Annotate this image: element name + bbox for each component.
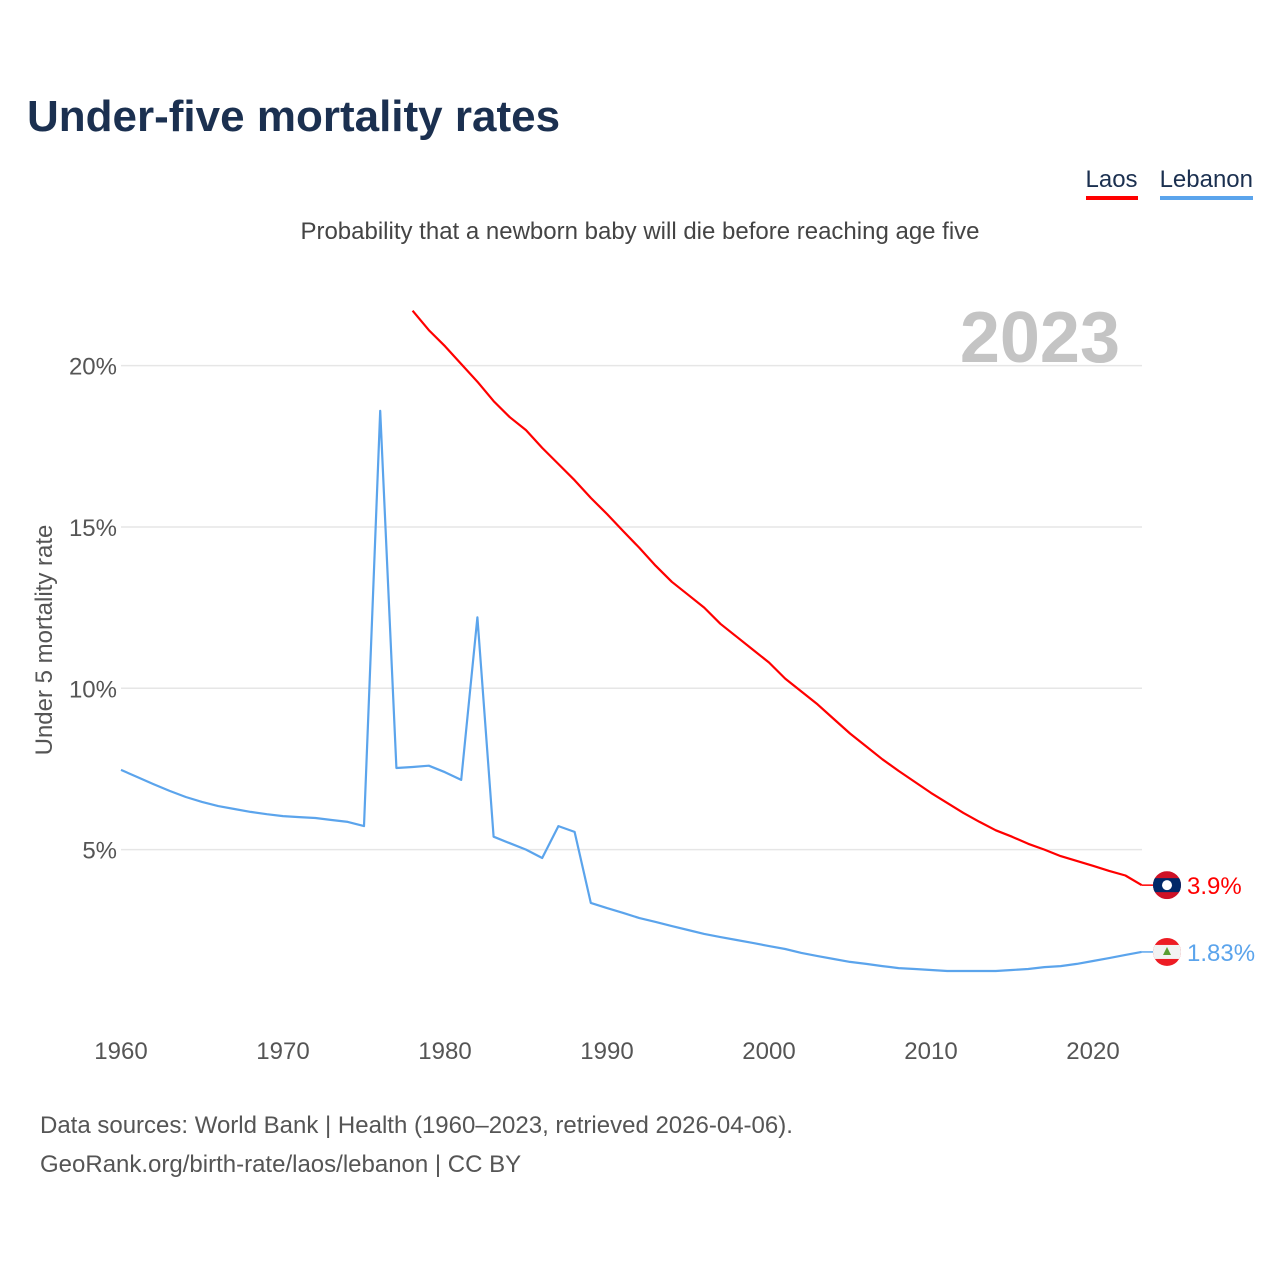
- x-tick-label: 2010: [904, 1038, 957, 1065]
- chart-subtitle: Probability that a newborn baby will die…: [300, 218, 980, 245]
- lebanon-flag-icon: [1153, 937, 1181, 966]
- x-tick-label: 1970: [256, 1038, 309, 1065]
- data-source-text: Data sources: World Bank | Health (1960–…: [40, 1112, 793, 1139]
- x-tick-label: 2000: [742, 1038, 795, 1065]
- y-tick-label: 20%: [69, 354, 117, 381]
- x-tick-label: 1990: [580, 1038, 633, 1065]
- legend-item-laos[interactable]: Laos: [1085, 166, 1138, 200]
- chart-title: Under-five mortality rates: [27, 92, 561, 141]
- legend-item-lebanon[interactable]: Lebanon: [1159, 166, 1253, 200]
- series-line-lebanon: [120, 409, 1142, 973]
- year-watermark: 2023: [960, 298, 1120, 378]
- footer: Data sources: World Bank | Health (1960–…: [40, 1106, 793, 1184]
- y-tick-label: 5%: [82, 838, 117, 865]
- end-value-label: 3.9%: [1187, 873, 1242, 900]
- laos-flag-icon: [1153, 871, 1181, 900]
- flag-moon: [1162, 880, 1172, 891]
- flag-body: [1153, 937, 1181, 966]
- cedar-icon: [1163, 946, 1171, 955]
- y-tick-label: 10%: [69, 676, 117, 703]
- end-value-label: 1.83%: [1187, 940, 1255, 967]
- x-tick-label: 1980: [418, 1038, 471, 1065]
- x-tick-label: 2020: [1066, 1038, 1119, 1065]
- source-link[interactable]: GeoRank.org/birth-rate/laos/lebanon | CC…: [40, 1151, 522, 1178]
- legend: Laos Lebanon: [1085, 166, 1253, 200]
- y-axis-label: Under 5 mortality rate: [31, 525, 58, 756]
- series-line-laos: [411, 309, 1143, 887]
- x-tick-label: 1960: [94, 1038, 147, 1065]
- flag-body: [1153, 871, 1181, 900]
- y-tick-label: 15%: [69, 515, 117, 542]
